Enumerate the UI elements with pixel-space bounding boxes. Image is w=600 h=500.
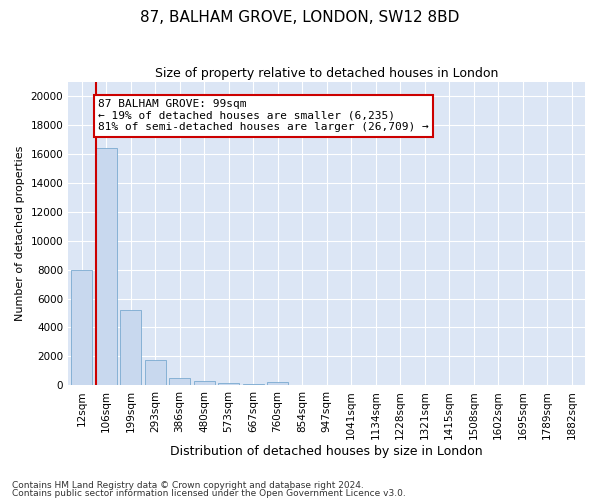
Bar [71,270,92,386]
Bar [267,382,288,386]
Text: Contains HM Land Registry data © Crown copyright and database right 2024.: Contains HM Land Registry data © Crown c… [12,480,364,490]
Bar [96,148,116,386]
Bar [242,384,263,386]
Text: Contains public sector information licensed under the Open Government Licence v3: Contains public sector information licen… [12,489,406,498]
Y-axis label: Number of detached properties: Number of detached properties [15,146,25,321]
Bar [169,378,190,386]
Bar [145,360,166,386]
Bar [120,310,141,386]
Bar [194,381,215,386]
Text: 87, BALHAM GROVE, LONDON, SW12 8BD: 87, BALHAM GROVE, LONDON, SW12 8BD [140,10,460,25]
X-axis label: Distribution of detached houses by size in London: Distribution of detached houses by size … [170,444,483,458]
Text: 87 BALHAM GROVE: 99sqm
← 19% of detached houses are smaller (6,235)
81% of semi-: 87 BALHAM GROVE: 99sqm ← 19% of detached… [98,99,429,132]
Bar [218,383,239,386]
Title: Size of property relative to detached houses in London: Size of property relative to detached ho… [155,68,498,80]
